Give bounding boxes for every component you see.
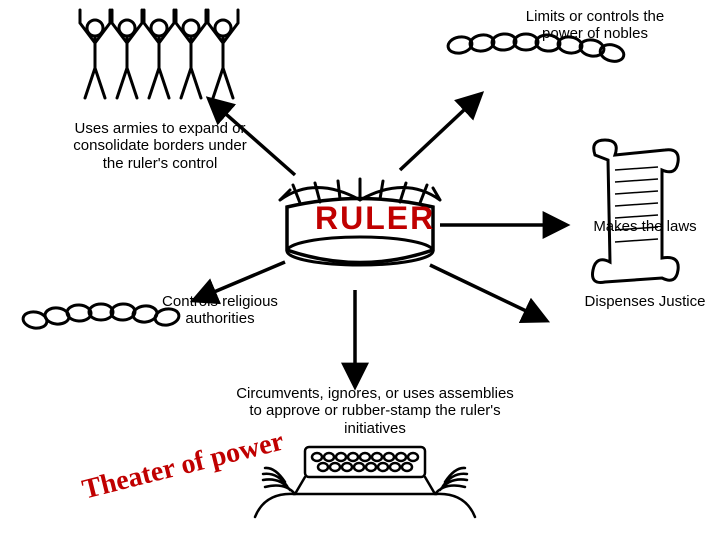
ruler-label: RULER: [315, 200, 435, 237]
diagram-stage: RULER Theater of power Uses armies to ex…: [0, 0, 720, 540]
scroll-icon: [580, 130, 690, 290]
label-laws: Makes the laws: [590, 218, 700, 235]
label-armies: Uses armies to expand or consolidate bor…: [65, 120, 255, 172]
army-icon: [75, 8, 245, 108]
label-justice: Dispenses Justice: [580, 293, 710, 310]
label-nobles: Limits or controls the power of nobles: [510, 8, 680, 43]
label-religion: Controls religious authorities: [140, 293, 300, 328]
label-assembly: Circumvents, ignores, or uses assemblies…: [230, 385, 520, 437]
